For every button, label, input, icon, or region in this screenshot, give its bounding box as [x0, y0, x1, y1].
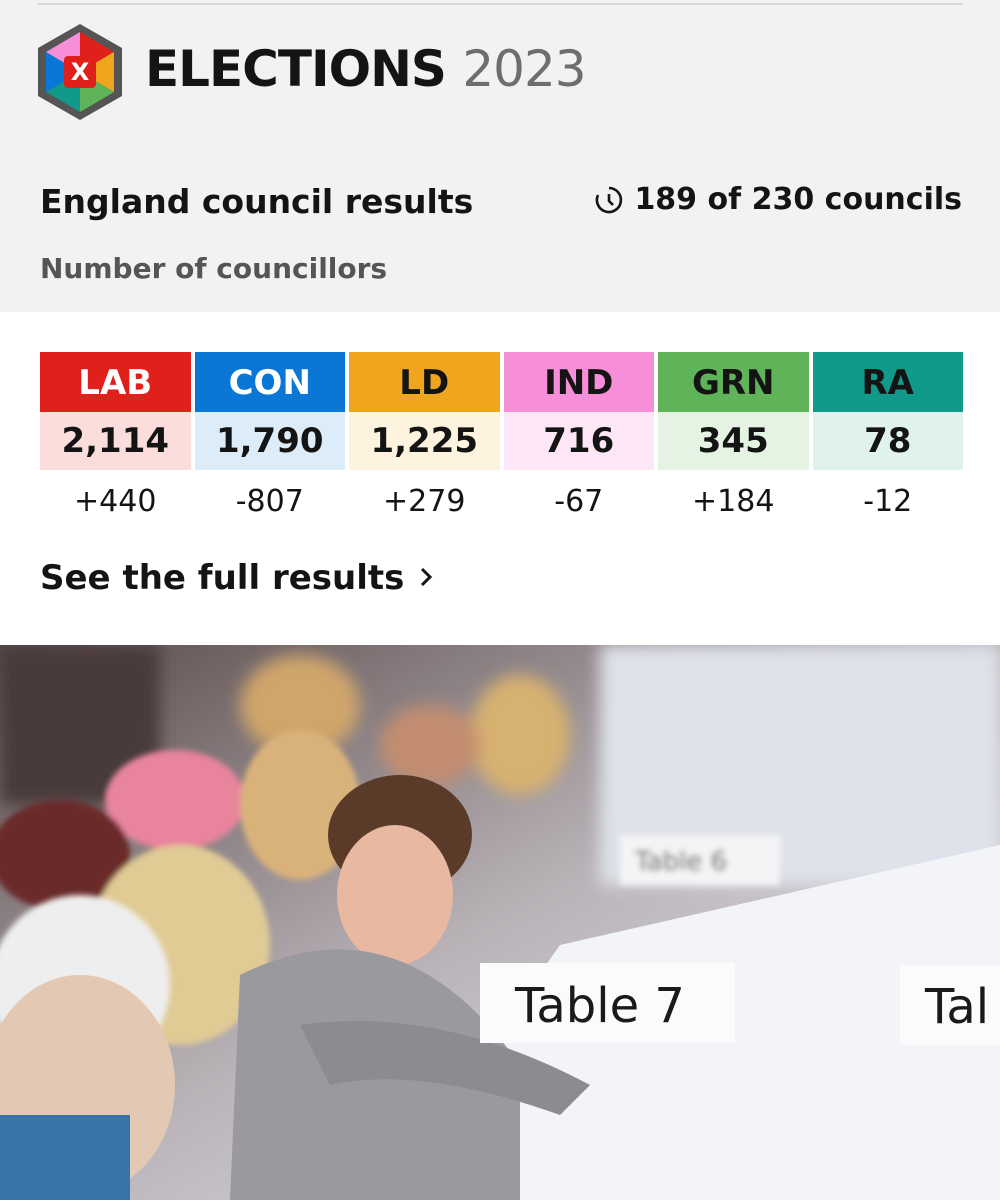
sign-text: Table 7: [514, 978, 685, 1034]
results-title: England council results: [40, 182, 474, 221]
party-change: -12: [863, 484, 913, 519]
party-seats: 716: [503, 412, 654, 470]
brand-name: ELECTIONS: [145, 40, 447, 98]
party-column: LAB 2,114 +440: [40, 352, 191, 534]
results-table: LAB 2,114 +440 CON 1,790 -807 LD 1,225 +279 IND 71…: [40, 352, 963, 534]
party-column: LD 1,225 +279: [349, 352, 500, 534]
brand-year: 2023: [462, 40, 586, 98]
party-column: GRN 345 +184: [658, 352, 809, 534]
header-panel: X ELECTIONS 2023 England council results…: [0, 0, 1000, 312]
sign-text: Table 6: [634, 847, 727, 877]
party-column: RA 78 -12: [812, 352, 963, 534]
logo-letter: X: [71, 58, 90, 86]
full-results-link[interactable]: See the full results: [40, 558, 436, 598]
party-name: RA: [812, 352, 963, 412]
progress-icon: [596, 186, 623, 213]
party-seats: 1,225: [349, 412, 500, 470]
party-name: IND: [503, 352, 654, 412]
party-change: -67: [554, 484, 604, 519]
divider: [38, 3, 963, 5]
party-change: +184: [692, 484, 775, 519]
party-change: +279: [383, 484, 466, 519]
brand: ELECTIONS 2023: [145, 40, 587, 98]
party-change: +440: [74, 484, 157, 519]
link-text[interactable]: See the full results: [40, 558, 405, 598]
party-name: GRN: [658, 352, 809, 412]
progress-text: 189 of 230 councils: [634, 182, 962, 217]
party-name: LAB: [40, 352, 191, 412]
sign-text: Tal: [924, 979, 989, 1035]
logo: X: [38, 24, 122, 120]
subtitle: Number of councillors: [40, 252, 388, 285]
party-name: CON: [194, 352, 345, 412]
party-seats: 2,114: [40, 412, 191, 470]
party-seats: 345: [658, 412, 809, 470]
party-change: -807: [235, 484, 304, 519]
chevron: [421, 567, 433, 587]
party-seats: 1,790: [194, 412, 345, 470]
party-seats: 78: [812, 412, 963, 470]
party-column: IND 716 -67: [503, 352, 654, 534]
party-column: CON 1,790 -807: [194, 352, 345, 534]
progress: 189 of 230 councils: [594, 182, 962, 217]
party-name: LD: [349, 352, 500, 412]
photo: Table 7 Table 6 Tal: [0, 645, 1000, 1200]
